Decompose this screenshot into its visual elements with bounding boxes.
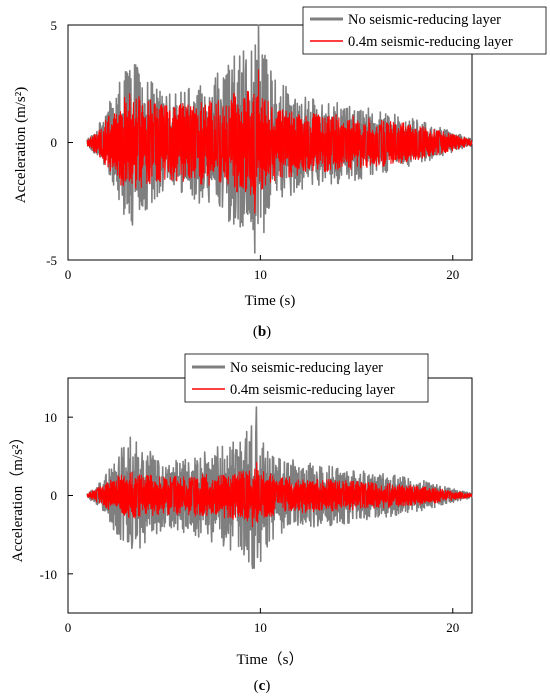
y-axis-title: Acceleration（m/s²） [9, 430, 26, 563]
legend-box [184, 353, 429, 403]
y-tick-label: -5 [46, 253, 57, 268]
x-tick-label: 0 [65, 267, 72, 282]
legend-entry-label: No seismic-reducing layer [348, 12, 501, 28]
legend-entry-label: 0.4m seismic-reducing layer [348, 34, 513, 50]
x-tick-label: 10 [254, 267, 267, 282]
y-axis-title: Acceleration (m/s²) [13, 87, 29, 204]
y-tick-label: -10 [40, 567, 57, 582]
chart-panel-c: 10 0 -10 0 10 20 Time（s） Acceleration（m/… [9, 353, 473, 694]
legend-box [302, 6, 547, 55]
series-group [86, 24, 473, 254]
series-line-0.4m-layer [86, 69, 473, 214]
y-tick-label: 5 [51, 18, 58, 33]
series-line-no-layer [86, 24, 473, 254]
axis-ticks [67, 416, 454, 613]
panel-caption: (c) [254, 678, 271, 694]
x-tick-label: 20 [446, 620, 459, 635]
x-tick-label: 20 [446, 267, 459, 282]
y-tick-label: 0 [51, 135, 58, 150]
series-group [86, 406, 473, 570]
panel-caption: (b) [253, 324, 271, 340]
series-line-0.4m-layer [86, 462, 473, 528]
y-tick-label: 0 [51, 488, 58, 503]
chart-panel-b: 5 0 -5 0 10 20 Time (s) Acceleration (m/… [13, 6, 547, 340]
legend: No seismic-reducing layer 0.4m seismic-r… [302, 6, 547, 55]
series-line-no-layer [86, 406, 473, 570]
x-tick-label: 0 [65, 620, 72, 635]
x-tick-label: 10 [254, 620, 267, 635]
x-axis-title: Time (s) [245, 293, 296, 309]
legend-entry-label: 0.4m seismic-reducing layer [230, 382, 395, 398]
legend-entry-label: No seismic-reducing layer [230, 360, 383, 376]
axis-ticks [67, 24, 454, 261]
legend: No seismic-reducing layer 0.4m seismic-r… [184, 353, 429, 403]
y-tick-label: 10 [44, 410, 57, 425]
x-axis-title: Time（s） [237, 651, 304, 668]
